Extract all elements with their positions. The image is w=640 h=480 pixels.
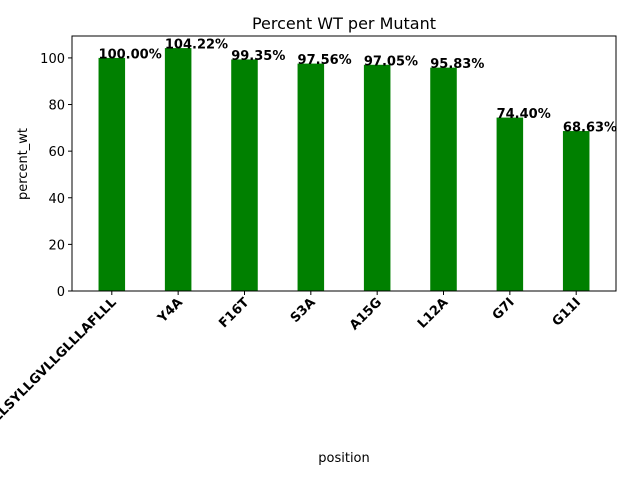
data-labels-group: 100.00%104.22%99.35% 97.56% 97.05% 95.83% 74… xyxy=(99,38,618,136)
bar-f16t xyxy=(231,59,258,291)
data-label-y4a: 104.22% xyxy=(165,38,228,53)
data-label-g11i: 68.63% xyxy=(563,121,617,136)
y-tick-label: 20 xyxy=(48,238,65,253)
bar-s3a xyxy=(297,63,325,291)
plot-frame xyxy=(71,35,617,292)
data-label-g7i: 74.40% xyxy=(497,107,551,122)
y-axis: 0 20 40 60 80 100 xyxy=(40,52,72,300)
data-label-a15g: 97.05% xyxy=(364,54,418,69)
bars-group xyxy=(98,48,590,292)
y-tick-label: 40 xyxy=(48,192,65,207)
y-axis-label: percent_wt xyxy=(16,128,31,200)
bar-a15g xyxy=(363,64,391,291)
bar-l12a xyxy=(430,67,457,292)
data-label-f16t: 99.35% xyxy=(231,49,285,64)
y-tick-label: 60 xyxy=(48,145,65,160)
chart-title: Percent WT per Mutant xyxy=(252,14,436,33)
bar-lllsyllgvllglllaflll xyxy=(98,57,126,292)
bar-g11i xyxy=(562,131,590,291)
data-label-l12a: 95.83% xyxy=(430,57,484,72)
y-tick-label: 0 xyxy=(57,285,65,300)
x-axis-label: position xyxy=(318,451,370,466)
bar-y4a xyxy=(164,48,192,292)
y-tick-label: 80 xyxy=(48,99,65,114)
data-label-s3a: 97.56% xyxy=(298,53,352,68)
data-label-lllsyllgvllglllaflll: 100.00% xyxy=(99,47,162,62)
bar-g7i xyxy=(496,117,524,291)
y-tick-label: 100 xyxy=(40,52,65,67)
